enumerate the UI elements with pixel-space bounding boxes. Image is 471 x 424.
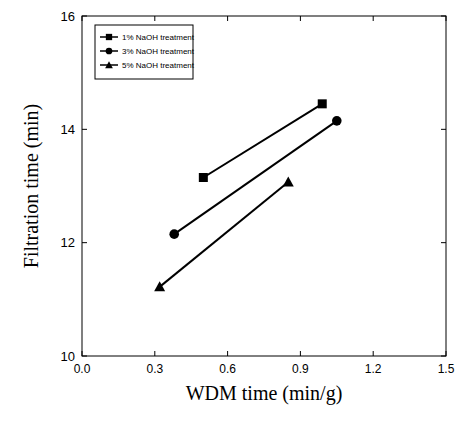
x-tick bbox=[300, 351, 301, 356]
x-tick-top bbox=[373, 16, 374, 21]
data-point bbox=[283, 177, 294, 187]
x-tick bbox=[373, 351, 374, 356]
legend: 1% NaOH treatment 3% NaOH treatment 5% NaO… bbox=[95, 25, 195, 79]
legend-marker bbox=[105, 61, 113, 68]
y-tick bbox=[82, 356, 87, 357]
x-tick bbox=[227, 351, 228, 356]
series-line bbox=[160, 182, 289, 287]
y-tick bbox=[82, 129, 87, 130]
x-tick bbox=[154, 351, 155, 356]
legend-marker bbox=[106, 48, 113, 55]
legend-label: 1% NaOH treatment bbox=[122, 33, 195, 42]
x-tick-label: 0.9 bbox=[292, 362, 309, 376]
y-tick-label: 12 bbox=[61, 235, 75, 250]
legend-label: 5% NaOH treatment bbox=[122, 61, 195, 70]
data-point bbox=[154, 281, 165, 291]
x-tick-top bbox=[154, 16, 155, 21]
data-point bbox=[318, 99, 327, 108]
y-tick-right bbox=[441, 242, 446, 243]
y-tick-right bbox=[441, 16, 446, 17]
x-tick-label: 1.2 bbox=[365, 362, 382, 376]
x-tick-label: 0.6 bbox=[219, 362, 236, 376]
plot-frame bbox=[82, 16, 446, 356]
data-point bbox=[332, 116, 342, 126]
x-tick-label: 0.0 bbox=[74, 362, 91, 376]
x-tick-top bbox=[82, 16, 83, 21]
data-point bbox=[169, 229, 179, 239]
y-tick-label: 10 bbox=[61, 349, 75, 364]
y-tick-label: 14 bbox=[61, 122, 75, 137]
x-tick bbox=[82, 351, 83, 356]
data-point bbox=[199, 173, 208, 182]
y-tick bbox=[82, 242, 87, 243]
x-tick-label: 0.3 bbox=[146, 362, 163, 376]
x-tick-label: 1.5 bbox=[438, 362, 455, 376]
x-tick-top bbox=[300, 16, 301, 21]
x-tick-top bbox=[227, 16, 228, 21]
y-axis-label: Filtration time (min) bbox=[20, 104, 43, 268]
legend-marker bbox=[106, 34, 112, 40]
chart-svg: 0.0 0.3 0.6 0.9 1.2 1.5 10 12 14 16 WDM time (min/… bbox=[0, 0, 471, 424]
y-tick-label: 16 bbox=[61, 9, 75, 24]
x-tick-top bbox=[446, 16, 447, 21]
x-tick bbox=[446, 351, 447, 356]
plot-data bbox=[154, 99, 341, 291]
series-line bbox=[174, 121, 337, 234]
legend-label: 3% NaOH treatment bbox=[122, 47, 195, 56]
y-tick-right bbox=[441, 356, 446, 357]
x-axis-label: WDM time (min/g) bbox=[186, 382, 343, 405]
y-tick bbox=[82, 16, 87, 17]
y-tick-right bbox=[441, 129, 446, 130]
chart-container: 0.0 0.3 0.6 0.9 1.2 1.5 10 12 14 16 WDM time (min/… bbox=[0, 0, 471, 424]
series-line bbox=[203, 104, 322, 178]
